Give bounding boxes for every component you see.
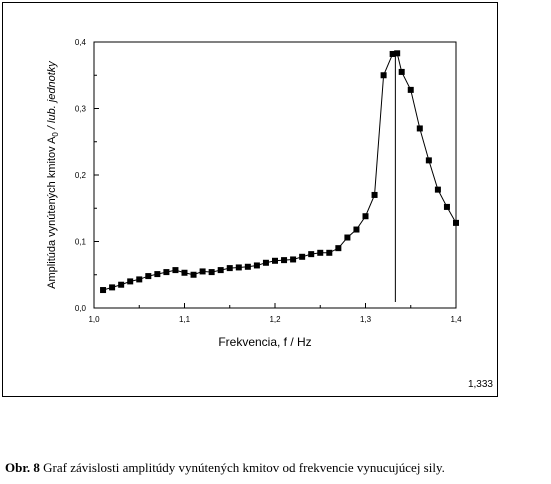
data-point — [394, 50, 401, 57]
data-point — [434, 186, 441, 193]
data-point — [226, 265, 233, 272]
data-point — [244, 263, 251, 270]
data-point — [145, 273, 152, 280]
y-axis-label: Amplitúda vynútených kmitov A0 / lub. je… — [46, 60, 60, 289]
caption-label: Obr. 8 — [5, 460, 40, 475]
data-point — [371, 191, 378, 198]
data-point — [453, 219, 459, 226]
data-point — [362, 213, 369, 220]
data-point — [398, 68, 405, 75]
y-tick-label: 0,1 — [75, 238, 87, 247]
data-point — [181, 269, 188, 276]
chart-axes — [93, 41, 457, 309]
data-point — [308, 251, 315, 258]
data-point — [109, 284, 116, 291]
caption-text: Graf závislosti amplitúdy vynútených kmi… — [39, 460, 445, 475]
x-tick-label: 1,2 — [269, 315, 281, 324]
x-axis-label: Frekvencia, f / Hz — [218, 335, 311, 349]
data-point — [326, 249, 333, 256]
data-point — [389, 50, 396, 57]
x-tick-label: 1,4 — [450, 315, 462, 324]
data-point — [217, 267, 224, 274]
x-tick-label: 1,3 — [360, 315, 372, 324]
data-point — [100, 287, 107, 294]
x-tick-label: 1,0 — [88, 315, 100, 324]
data-point — [443, 203, 450, 210]
series-line — [102, 52, 457, 291]
marker-value-label: 1,333 — [467, 379, 493, 390]
data-point — [163, 269, 170, 276]
data-point — [127, 278, 134, 285]
chart-series — [100, 50, 459, 302]
data-point — [407, 86, 414, 93]
data-point — [335, 245, 342, 252]
data-point — [136, 276, 143, 283]
y-axis-label-subscript: 0 — [51, 132, 60, 137]
chart-frame: 1,0 1,1 1,2 1,3 1,4 0,0 0,1 0,2 0,3 0,4 Frekvencia… — [2, 2, 498, 397]
data-point — [380, 72, 387, 79]
data-point — [262, 259, 269, 266]
data-point — [272, 257, 278, 264]
chart-labels: 1,0 1,1 1,2 1,3 1,4 0,0 0,1 0,2 0,3 0,4 Frekvencia… — [46, 38, 462, 349]
y-axis-label-main: Amplitúda vynútených kmitov A — [46, 136, 58, 289]
data-point — [299, 253, 306, 260]
data-point — [154, 271, 161, 278]
data-point — [416, 125, 423, 132]
x-tick-label: 1,1 — [179, 315, 191, 324]
data-point — [118, 281, 125, 288]
data-point — [235, 264, 242, 271]
data-point — [281, 257, 288, 264]
y-tick-label: 0,4 — [75, 38, 87, 47]
chart-plot: 1,0 1,1 1,2 1,3 1,4 0,0 0,1 0,2 0,3 0,4 Frekvencia… — [46, 38, 462, 349]
data-point — [290, 256, 297, 263]
y-axis-label-unit: / lub. jednotky — [46, 60, 58, 132]
data-point — [253, 262, 260, 269]
data-point — [425, 157, 432, 164]
y-tick-label: 0,0 — [75, 304, 87, 313]
data-point — [199, 268, 206, 275]
figure-caption: Obr. 8 Graf závislosti amplitúdy vynúten… — [5, 460, 445, 476]
y-tick-label: 0,2 — [75, 171, 87, 180]
data-point — [317, 249, 324, 256]
data-point — [172, 267, 179, 274]
data-point — [190, 271, 197, 278]
y-tick-label: 0,3 — [75, 105, 87, 114]
data-point — [353, 226, 360, 233]
data-point — [208, 269, 215, 276]
plot-area-border — [93, 41, 457, 309]
data-point — [344, 234, 351, 241]
